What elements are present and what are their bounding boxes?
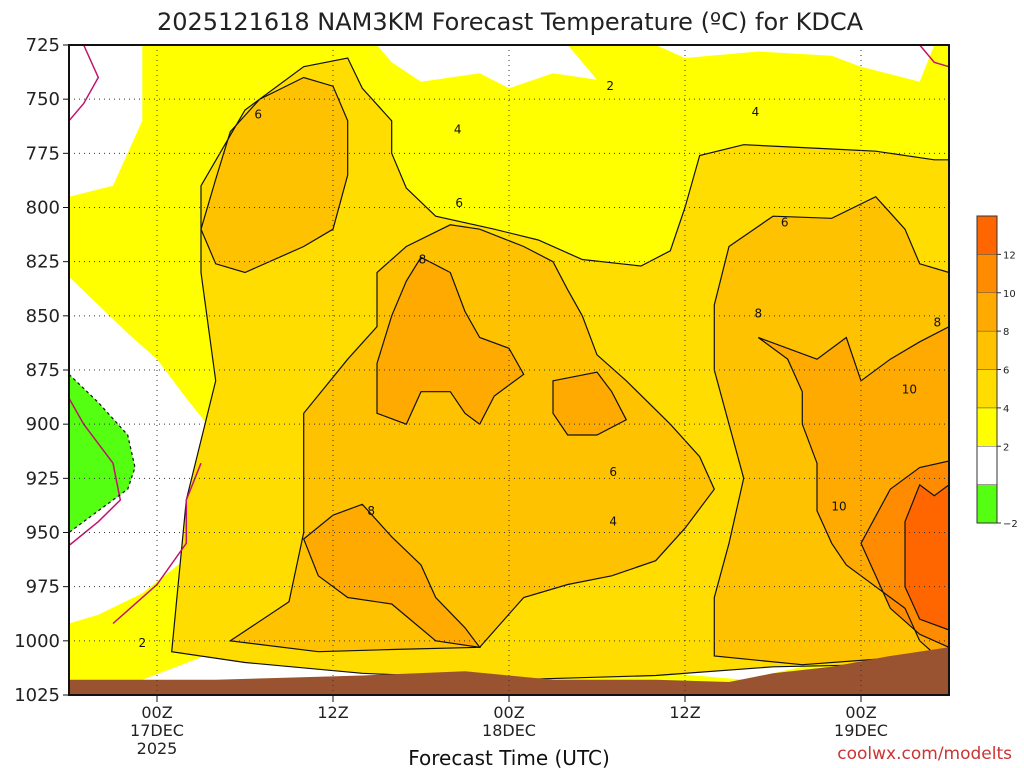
contour-band-4-6 (171, 57, 950, 681)
contour-band-6-8-upper (200, 76, 349, 274)
y-axis-ticks: 725 750 775 800 825 850 875 900 925 950 975 1000 102… (14, 35, 69, 706)
fill-band-12-14 (905, 484, 949, 630)
contour-band-6-8 (228, 224, 715, 653)
contour-label-6: 8 (419, 253, 427, 267)
contour-label-7: 8 (755, 307, 763, 321)
contour-band-8-10-right (757, 325, 950, 655)
contour-label-8: 8 (933, 315, 941, 329)
y-tick-label-725: 725 (26, 35, 60, 56)
colorbar-swatch-0 (976, 484, 998, 524)
freezing-contour-2 (919, 44, 950, 68)
freezing-contour-0 (68, 44, 100, 122)
colorbar-label-0: −2 (1003, 519, 1018, 530)
contour-band-10-12 (860, 460, 950, 649)
contour-band-8-10-lower (302, 503, 482, 649)
x-axis-label: Forecast Time (UTC) (408, 746, 610, 768)
x-tick-label-2: 00Z (493, 703, 524, 722)
colorbar-label-2: 4 (1003, 404, 1009, 415)
colorbar-swatch-1 (976, 446, 998, 485)
colorbar-swatch-7 (976, 215, 998, 255)
x-tick-label-4: 00Z (845, 703, 876, 722)
freezing-contour-1 (68, 397, 122, 547)
contour-label-0: 2 (606, 79, 614, 93)
y-tick-label-825: 825 (26, 252, 60, 273)
y-tick-label-900: 900 (26, 414, 60, 435)
contour-label-9: 8 (367, 504, 375, 518)
colorbar-swatch-6 (976, 254, 998, 293)
terrain-fill (69, 647, 949, 695)
fill-band-8-10-blob (553, 372, 627, 435)
contour-label-11: 4 (609, 515, 617, 529)
contour-label-13: 10 (831, 500, 846, 514)
grid-lines (69, 44, 949, 696)
x-tick-label-1: 12Z (317, 703, 348, 722)
fill-band-0-2-top-b (655, 45, 935, 82)
colorbar-label-4: 8 (1003, 327, 1009, 338)
colorbar-label-1: 2 (1003, 442, 1009, 453)
contour-label-5: 6 (781, 216, 789, 230)
colorbar-swatch-4 (976, 330, 998, 370)
y-tick-label-750: 750 (26, 89, 60, 110)
contour-label-14: 2 (139, 636, 147, 650)
temperature-contours (68, 44, 950, 681)
y-tick-label-1025: 1025 (14, 685, 60, 706)
contour-label-2: 4 (752, 105, 760, 119)
y-tick-label-1000: 1000 (14, 631, 60, 652)
fill-band-8-10-lower (303, 504, 480, 648)
freezing-contour-3 (112, 462, 202, 625)
contour-labels: 2 4 4 6 6 6 8 8 8 8 6 4 10 10 2 (139, 79, 942, 650)
fill-band-6-8-upper (201, 77, 348, 273)
credit-text: coolwx.com/modelts (837, 744, 1012, 764)
contour-band-8-10-center (376, 256, 525, 426)
contour-label-12: 10 (902, 383, 917, 397)
y-tick-label-950: 950 (26, 523, 60, 544)
fill-band-0-2-left (69, 45, 143, 197)
y-tick-label-875: 875 (26, 360, 60, 381)
x-tick-date-2: 18DEC (482, 721, 536, 740)
y-tick-label-800: 800 (26, 198, 60, 219)
colorbar-swatch-5 (976, 292, 998, 332)
x-tick-date-4: 19DEC (834, 721, 888, 740)
colorbar-swatch-3 (976, 369, 998, 409)
y-tick-label-775: 775 (26, 143, 60, 164)
fill-band-8-10-center (377, 257, 524, 425)
contour-band-8-10-blob (552, 371, 628, 436)
colorbar-label-5: 10 (1003, 289, 1016, 300)
contour-label-10: 6 (609, 465, 617, 479)
contour-label-4: 6 (455, 196, 463, 210)
colorbar: −2 2 4 6 8 10 12 (976, 215, 1018, 530)
colorbar-label-3: 6 (1003, 366, 1009, 377)
chart-title: 2025121618 NAM3KM Forecast Temperature (… (157, 8, 864, 36)
colorbar-swatch-2 (976, 407, 998, 447)
contour-label-1: 4 (454, 123, 462, 137)
fill-band-0-2-top-a (377, 45, 597, 89)
x-tick-date-0: 17DEC (130, 721, 184, 740)
y-tick-label-975: 975 (26, 577, 60, 598)
contour-label-3: 6 (254, 107, 262, 121)
x-tick-label-0: 00Z (141, 703, 172, 722)
x-tick-label-3: 12Z (669, 703, 700, 722)
y-tick-label-850: 850 (26, 306, 60, 327)
colorbar-label-6: 12 (1003, 250, 1016, 261)
x-tick-year-0: 2025 (137, 739, 178, 758)
y-tick-label-925: 925 (26, 468, 60, 489)
terrain-layer (69, 647, 949, 695)
